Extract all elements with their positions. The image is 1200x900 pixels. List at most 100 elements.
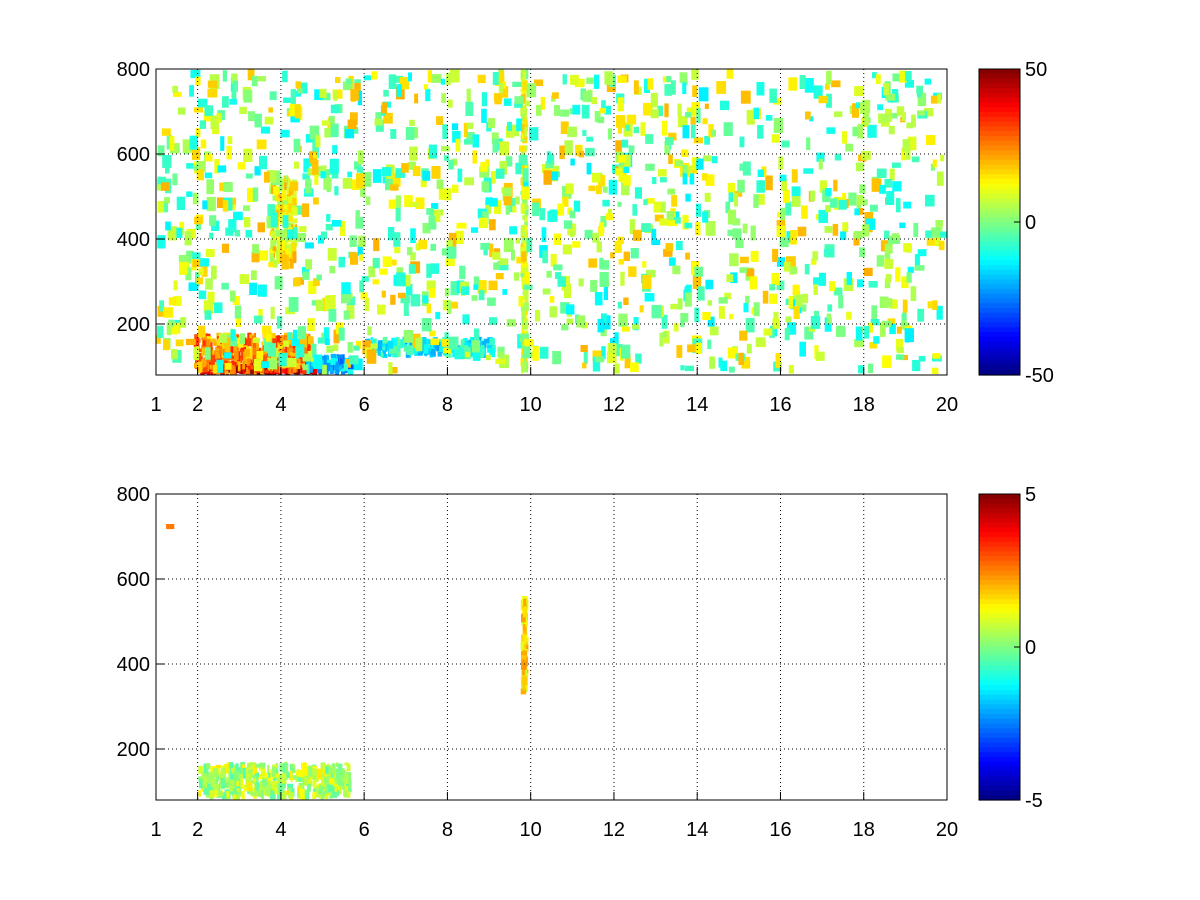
heatmap-cell xyxy=(274,276,283,290)
colorbar-segment xyxy=(979,537,1020,543)
heatmap-cell xyxy=(881,320,891,328)
heatmap-cell xyxy=(215,783,219,790)
heatmap-cell xyxy=(472,134,479,148)
heatmap-cell xyxy=(727,229,733,236)
heatmap-cell xyxy=(269,252,274,260)
heatmap-cell xyxy=(391,345,398,356)
heatmap-cell xyxy=(937,231,947,238)
heatmap-cell xyxy=(857,279,864,288)
heatmap-cell xyxy=(810,316,821,329)
heatmap-cell xyxy=(298,777,302,782)
heatmap-cell xyxy=(523,285,529,298)
heatmap-cell xyxy=(614,363,620,374)
heatmap-cell xyxy=(940,154,945,162)
heatmap-cell xyxy=(157,145,165,157)
heatmap-cell xyxy=(253,337,260,343)
heatmap-cell xyxy=(353,345,360,351)
heatmap-cell xyxy=(757,169,764,177)
heatmap-cell xyxy=(346,764,351,772)
colorbar-segment xyxy=(979,666,1020,672)
heatmap-cell xyxy=(426,263,432,278)
heatmap-cell xyxy=(801,205,808,219)
heatmap-cell xyxy=(314,89,323,100)
heatmap-cell xyxy=(819,180,827,193)
heatmap-cell xyxy=(290,765,293,773)
heatmap-cell xyxy=(164,197,170,204)
heatmap-cell xyxy=(623,162,630,173)
heatmap-cell xyxy=(332,145,338,154)
heatmap-cell xyxy=(286,188,289,200)
heatmap-cell xyxy=(540,96,545,110)
heatmap-cell xyxy=(205,763,211,769)
heatmap-cell xyxy=(284,790,289,795)
heatmap-cell xyxy=(211,785,217,795)
heatmap-cell xyxy=(392,173,401,187)
heatmap-cell xyxy=(267,204,275,216)
heatmap-cell xyxy=(333,329,340,344)
heatmap-cell xyxy=(390,294,396,305)
heatmap-cell xyxy=(533,79,544,86)
heatmap-cell xyxy=(932,353,941,359)
heatmap-cell xyxy=(936,305,943,320)
heatmap-cell xyxy=(408,161,416,170)
heatmap-cell xyxy=(236,317,242,327)
heatmap-cell xyxy=(173,280,178,291)
heatmap-cell xyxy=(498,83,504,93)
heatmap-cell xyxy=(289,792,294,798)
heatmap-cell xyxy=(321,359,324,367)
heatmap-cell xyxy=(781,179,787,191)
heatmap-cell xyxy=(765,175,773,191)
heatmap-cell xyxy=(166,134,172,150)
heatmap-cell xyxy=(783,261,791,272)
heatmap-cell xyxy=(320,171,326,179)
heatmap-cell xyxy=(520,272,524,277)
heatmap-cell xyxy=(344,773,349,784)
heatmap-cell xyxy=(617,201,622,207)
heatmap-cell xyxy=(592,232,599,243)
colorbar-segment xyxy=(979,131,1020,137)
heatmap-cell xyxy=(216,773,219,782)
heatmap-cell xyxy=(514,101,523,108)
colorbar-segment xyxy=(979,207,1020,214)
heatmap-cell xyxy=(597,116,605,124)
heatmap-cell xyxy=(666,211,675,221)
heatmap-cell xyxy=(486,354,491,361)
heatmap-cell xyxy=(185,267,192,281)
heatmap-cell xyxy=(251,75,258,87)
heatmap-cell xyxy=(685,193,691,202)
heatmap-cell xyxy=(304,242,314,249)
heatmap-cell xyxy=(233,211,243,221)
heatmap-cell xyxy=(421,318,432,332)
heatmap-cell xyxy=(333,344,339,351)
heatmap-cell xyxy=(695,222,701,236)
heatmap-cell xyxy=(617,236,624,244)
heatmap-cell xyxy=(773,117,784,133)
heatmap-cell xyxy=(287,332,293,340)
heatmap-cell xyxy=(442,124,448,140)
heatmap-cell xyxy=(405,352,410,358)
colorbar-segment xyxy=(979,336,1020,343)
heatmap-cell xyxy=(790,266,798,275)
heatmap-cell xyxy=(427,70,432,83)
colorbar-segment xyxy=(979,327,1020,333)
heatmap-cell xyxy=(293,235,298,247)
heatmap-feature xyxy=(156,69,947,375)
heatmap-cell xyxy=(481,108,487,123)
heatmap-cell xyxy=(232,296,240,305)
heatmap-cell xyxy=(372,279,380,285)
heatmap-cell xyxy=(297,789,300,799)
heatmap-cell xyxy=(298,769,304,778)
heatmap-cell xyxy=(542,164,552,174)
heatmap-cell xyxy=(630,362,639,372)
heatmap-cell xyxy=(284,762,289,773)
heatmap-cell xyxy=(313,784,316,793)
heatmap-cell xyxy=(492,138,499,153)
heatmap-cell xyxy=(306,776,312,785)
heatmap-cell xyxy=(261,361,270,369)
heatmap-cell xyxy=(337,785,342,795)
colorbar-segment xyxy=(979,637,1020,643)
heatmap-cell xyxy=(502,187,512,201)
heatmap-cell xyxy=(265,369,269,374)
heatmap-cell xyxy=(685,112,692,118)
